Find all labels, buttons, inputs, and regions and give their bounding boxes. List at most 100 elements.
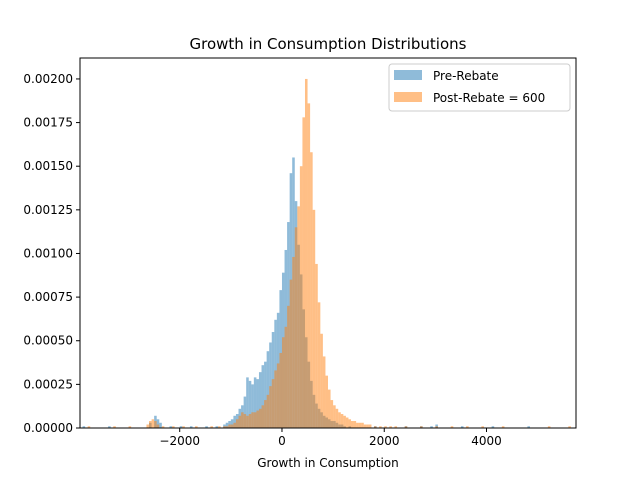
histogram-bar [343,415,346,428]
histogram-bar [299,166,303,428]
x-tick-label: 2000 [369,434,400,448]
histogram-bar [333,405,336,428]
histogram-bar [353,421,357,428]
histogram-bar [435,426,438,428]
histogram-bar [248,380,252,428]
histogram-bar [261,405,265,428]
histogram-bar [330,400,334,428]
histogram-bar [246,377,249,428]
histogram-bar [195,426,198,428]
y-tick-label: 0.00000 [23,421,73,435]
histogram-bar [172,426,175,428]
histogram-bar [284,326,288,428]
histogram-bar [149,421,152,428]
histogram-bar [230,424,234,428]
histogram-bar [271,379,275,428]
histogram-bar [501,426,505,428]
x-tick-label: 0 [278,434,286,448]
histogram-bar [251,384,254,428]
histogram-bar [292,256,295,428]
histogram-bar [128,426,132,428]
y-tick-label: 0.00175 [23,116,73,130]
histogram-bar [368,424,372,428]
histogram-bar [348,419,352,428]
histogram-bar [82,426,86,428]
histogram-bar [269,386,272,428]
histogram-bar [264,400,267,428]
histogram-bar [358,422,362,428]
y-tick-label: 0.00050 [23,334,73,348]
histogram-bar [351,421,354,428]
histogram-bar [374,426,377,428]
histogram-bar [210,426,213,428]
histogram-bar [404,426,408,428]
histogram-bar [527,426,530,428]
histogram-bar [228,424,231,428]
histogram-bar [161,426,165,428]
histogram-bar [205,426,208,428]
x-tick-label: −2000 [159,434,200,448]
histogram-bar [297,206,300,428]
histogram-bar [243,396,247,428]
histogram-bar [363,424,367,428]
histogram-bar [384,426,387,428]
histogram-bar [274,370,277,428]
histogram-bar [182,426,185,428]
histogram-bar [113,426,116,428]
y-tick-label: 0.00100 [23,246,73,260]
histogram-bar [287,305,290,428]
legend-frame [388,63,571,112]
histogram-bar [225,422,229,428]
histogram-bar [264,361,267,428]
histogram-bar [230,419,234,428]
histogram-bar [87,426,91,428]
histogram-bar [338,412,341,428]
histogram-bar [233,422,236,428]
y-axis: 0.00000 0.00025 0.00050 0.00075 0.00100 0.001… [23,72,80,435]
histogram-bar [251,412,254,428]
y-tick-label: 0.00025 [23,377,73,391]
histogram-bar [389,426,392,428]
histogram-bar [315,263,318,428]
histogram-bar [481,426,484,428]
histogram-bar [223,426,226,428]
histogram-bar [279,352,282,428]
histogram-bar [460,426,464,428]
histogram-bar [366,424,369,428]
histogram-bar [179,426,183,428]
chart-title: Growth in Consumption Distributions [190,35,467,53]
histogram-bar [246,415,249,428]
histogram-bar [215,426,219,428]
histogram-bar [322,356,326,428]
histogram-bar [258,408,262,428]
histogram-bar [225,426,229,428]
series-1 [87,78,571,429]
y-tick-label: 0.00150 [23,159,73,173]
y-tick-label: 0.00125 [23,203,73,217]
histogram-bar [356,422,359,428]
histogram-bar [294,227,298,428]
y-tick-label: 0.00200 [23,72,73,86]
legend-swatch [394,70,422,80]
histogram-bar [266,394,270,428]
histogram-bar [328,389,331,428]
histogram-bar [491,426,495,428]
bars-layer [82,78,571,429]
histogram-bar [302,117,305,428]
histogram-bar [568,426,571,428]
histogram-bar [169,426,173,428]
histogram-bar [289,279,293,428]
histogram-bar [223,424,226,428]
histogram-bar [248,414,252,428]
histogram-bar [304,78,308,429]
histogram-bar [317,302,321,428]
legend-label: Pre-Rebate [433,69,499,83]
histogram-bar [151,419,155,428]
histogram-bar [312,209,316,428]
histogram-bar [435,424,438,428]
histogram-bar [276,363,280,428]
histogram-bar [320,333,323,428]
histogram-bar [218,426,221,428]
histogram-bar [430,426,433,428]
